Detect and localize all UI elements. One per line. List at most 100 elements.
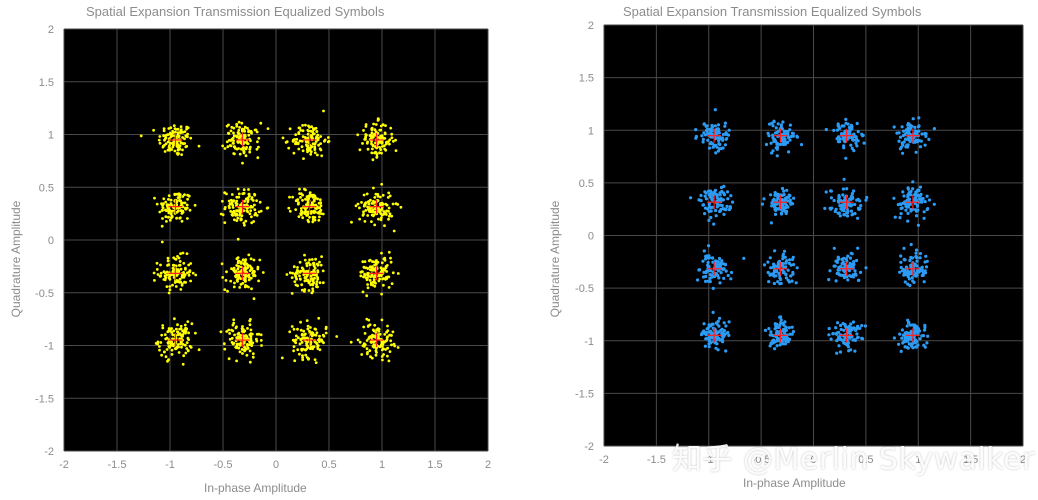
data-point <box>723 193 727 197</box>
data-point <box>912 280 916 284</box>
data-point <box>827 333 831 337</box>
data-point <box>908 283 912 288</box>
data-point <box>922 210 926 214</box>
data-point <box>241 352 244 355</box>
data-point <box>913 197 917 201</box>
data-point <box>382 353 385 356</box>
data-point <box>294 283 298 287</box>
data-point <box>185 347 189 350</box>
data-point <box>372 122 375 126</box>
data-point <box>834 279 838 283</box>
data-point <box>300 288 304 292</box>
data-point <box>239 277 243 280</box>
data-point <box>384 348 387 351</box>
y-tick-label: -2 <box>44 446 54 458</box>
data-point <box>778 343 782 347</box>
data-point <box>162 278 166 281</box>
y-tick-label: -1.5 <box>575 388 594 400</box>
data-point <box>849 194 854 198</box>
data-point <box>766 260 770 264</box>
data-point <box>769 330 773 334</box>
data-point <box>180 201 183 205</box>
data-point <box>391 271 395 275</box>
data-point <box>785 188 789 192</box>
data-point <box>835 339 839 343</box>
data-point <box>231 210 235 214</box>
data-point <box>389 126 393 130</box>
data-point <box>309 150 313 154</box>
data-point <box>237 259 240 263</box>
data-point <box>297 126 301 130</box>
data-point <box>249 328 253 332</box>
data-point <box>170 327 174 330</box>
data-point <box>304 270 308 274</box>
data-point <box>722 276 726 280</box>
data-point <box>788 138 792 142</box>
data-point <box>836 140 841 144</box>
data-point <box>922 216 926 220</box>
data-point <box>245 274 249 278</box>
data-point <box>375 155 379 159</box>
data-point <box>223 207 227 211</box>
data-point <box>307 197 311 201</box>
data-point <box>231 141 235 145</box>
data-point <box>288 271 292 275</box>
data-point <box>379 218 383 222</box>
data-point <box>179 141 183 145</box>
data-point <box>784 261 788 265</box>
data-point <box>237 128 241 132</box>
data-point <box>243 199 247 203</box>
data-point <box>386 324 389 328</box>
data-point <box>240 214 244 218</box>
data-point <box>186 132 190 136</box>
data-point <box>364 273 367 277</box>
data-point <box>908 128 912 132</box>
data-point <box>296 266 299 269</box>
data-point <box>361 290 365 294</box>
data-point <box>725 204 729 208</box>
data-point <box>169 202 173 206</box>
data-point <box>776 265 780 269</box>
data-point <box>932 202 936 206</box>
data-point <box>305 264 309 268</box>
data-point <box>717 324 721 328</box>
data-point <box>839 207 843 211</box>
data-point <box>895 131 899 135</box>
data-point <box>291 338 295 342</box>
data-point <box>189 279 193 283</box>
data-point <box>314 333 318 337</box>
data-point <box>366 140 369 144</box>
data-point <box>236 332 240 336</box>
data-point <box>175 141 179 145</box>
data-point <box>291 195 294 199</box>
data-point <box>710 124 714 128</box>
data-point <box>230 336 234 340</box>
data-point <box>257 136 261 140</box>
data-point <box>183 343 187 347</box>
data-point <box>292 327 296 331</box>
data-point <box>795 266 799 270</box>
data-point <box>362 345 366 348</box>
data-point <box>715 145 719 149</box>
data-point <box>315 130 319 133</box>
data-point <box>303 253 306 257</box>
data-point <box>362 266 366 269</box>
data-point <box>722 321 726 325</box>
data-point <box>290 276 294 279</box>
data-point <box>235 202 239 206</box>
data-point <box>394 138 397 142</box>
data-point <box>714 129 718 133</box>
data-point <box>301 149 305 153</box>
data-point <box>900 336 904 340</box>
data-point <box>173 149 177 153</box>
data-point <box>385 213 388 216</box>
data-point <box>715 205 719 209</box>
y-tick-label: 1.5 <box>39 77 54 89</box>
data-point <box>161 217 164 220</box>
data-point <box>366 208 370 211</box>
data-point <box>181 362 185 366</box>
data-point <box>294 142 297 146</box>
watermark-text: 知乎 @Merlin Skywalker <box>672 442 1035 477</box>
data-point <box>836 122 840 126</box>
data-point <box>220 262 224 266</box>
